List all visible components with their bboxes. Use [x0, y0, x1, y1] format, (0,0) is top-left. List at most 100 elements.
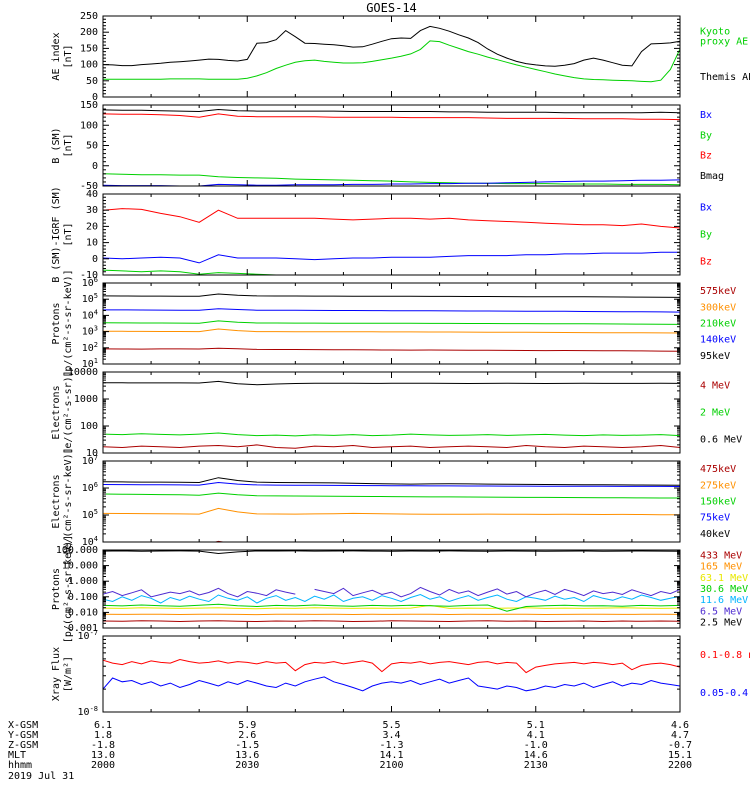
- legend-63-1-mev: 63.1 MeV: [700, 573, 748, 584]
- axis-row-value: 3.4: [382, 730, 400, 741]
- axis-row-value: 1.8: [94, 730, 112, 741]
- series-75kev: [102, 481, 681, 487]
- ytick-label: 105: [82, 508, 98, 521]
- axis-row-value: 2030: [235, 760, 259, 771]
- series-150kev: [102, 492, 680, 499]
- panel-frame: [102, 193, 681, 276]
- y-axis-label: [nT]: [63, 133, 74, 157]
- series-4-mev: [102, 444, 681, 449]
- series-0-6-mev: [102, 380, 681, 386]
- panel-electrons-kev: 104 105 106 107 Electrons [e/(cm²-s-sr-keV)] 4…: [51, 447, 736, 555]
- y-axis-label: [nT]: [63, 222, 74, 246]
- panel-protons-mev: 0.001 0.010 0.100 1.000 10.000 100.000 Protons…: [51, 535, 748, 643]
- axis-row-label-z-gsm: Z-GSM: [8, 740, 38, 751]
- y-axis-label: [nT]: [63, 44, 74, 68]
- ytick-label: 50: [86, 76, 98, 87]
- series-bx-diff: [102, 251, 680, 264]
- chart-title: GOES-14: [366, 1, 417, 15]
- legend-6-5-mev: 6.5 MeV: [700, 606, 742, 617]
- legend-2-mev: 2 MeV: [700, 408, 730, 419]
- y-axis-label: Protons: [51, 302, 62, 344]
- legend-bx: Bx: [700, 110, 712, 121]
- ytick-label: -10: [80, 270, 98, 281]
- ytick-label: 150: [80, 43, 98, 54]
- axis-row-value: 14.6: [524, 750, 548, 761]
- series-300kev: [103, 328, 681, 334]
- ytick-label: 104: [82, 535, 98, 548]
- axis-row-value: 4.1: [527, 730, 545, 741]
- y-axis-label: [p/(cm²-s-sr-keV)]: [63, 269, 74, 377]
- ytick-label: 107: [82, 454, 98, 467]
- series-bz: [102, 113, 681, 121]
- axis-row-value: -1.5: [235, 740, 259, 751]
- legend-0-6-mev: 0.6 MeV: [700, 435, 742, 446]
- legend-4-mev: 4 MeV: [700, 381, 730, 392]
- ytick-label: 0.100: [68, 592, 98, 603]
- legend-210kev: 210keV: [700, 319, 736, 330]
- legend-0-1-0-8-nm: 0.1-0.8 nm: [700, 650, 750, 661]
- y-axis-label: Electrons: [51, 474, 62, 528]
- ytick-label: 150: [80, 100, 98, 111]
- series-themis-ae: [102, 25, 681, 67]
- panel-protons-kev: 101 102 103 104 105 106 Protons [p/(cm²-s-sr-ke…: [51, 269, 736, 377]
- ytick-label: 0.001: [68, 623, 98, 634]
- y-axis-label: B (SM)-IGRF (SM): [51, 186, 62, 282]
- y-axis-label: [e/(cm²-s-sr)]: [63, 370, 74, 454]
- series-kyoto-proxy-ae: [103, 40, 681, 83]
- series-275kev: [102, 507, 681, 516]
- y-axis-label: [W/m²]: [63, 656, 74, 692]
- ytick-label: 40: [86, 189, 98, 200]
- axis-row-value: -0.7: [668, 740, 692, 751]
- axis-row-value: -1.3: [379, 740, 403, 751]
- legend-by: By: [700, 230, 712, 241]
- axis-row-label-hhmm: hhmm: [8, 760, 32, 771]
- ytick-label: 1000: [74, 394, 98, 405]
- series-40kev: [102, 477, 681, 486]
- axis-row-value: 2200: [668, 760, 692, 771]
- panel-b-sm: -50 0 50 100 150 B (SM) [nT] Bx By Bz Bmag: [51, 100, 724, 192]
- ytick-label: 10-7: [78, 629, 98, 642]
- ytick-label: 101: [82, 357, 98, 370]
- legend-165-mev: 165 MeV: [700, 562, 742, 573]
- ytick-label: 100: [80, 60, 98, 71]
- axis-row-value: 2100: [379, 760, 403, 771]
- legend-30-6-mev: 30.6 MeV: [700, 584, 748, 595]
- ytick-label: 10-8: [78, 705, 98, 718]
- ytick-label: 100: [80, 120, 98, 131]
- legend-bx: Bx: [700, 203, 712, 214]
- axis-row-value: 13.0: [91, 750, 115, 761]
- axis-row-value: -1.8: [91, 740, 115, 751]
- ytick-label: 10000: [68, 367, 98, 378]
- legend-kyoto: Kyoto: [700, 26, 730, 37]
- legend-300kev: 300keV: [700, 302, 736, 313]
- ytick-label: 0.010: [68, 607, 98, 618]
- axis-row-value: 5.5: [382, 720, 400, 731]
- ytick-label: 104: [82, 308, 98, 321]
- series-2-mev: [102, 432, 681, 437]
- ytick-label: -50: [80, 181, 98, 192]
- ytick-label: 102: [82, 341, 98, 354]
- ytick-label: 200: [80, 27, 98, 38]
- series-bz-diff: [102, 208, 681, 229]
- ytick-label: 1.000: [68, 576, 98, 587]
- axis-row-label-y-gsm: Y-GSM: [8, 730, 38, 741]
- ytick-label: 0: [92, 254, 98, 265]
- series-575kev: [102, 347, 681, 352]
- ytick-label: 30: [86, 205, 98, 216]
- legend-150kev: 150keV: [700, 497, 736, 508]
- series-0-05-0-4-nm: [102, 676, 681, 692]
- panel-frame: [102, 371, 681, 454]
- legend-475kev: 475keV: [700, 464, 736, 475]
- ytick-label: 103: [82, 325, 98, 338]
- legend-433-mev: 433 MeV: [700, 551, 742, 562]
- ytick-label: 100: [80, 421, 98, 432]
- series-11-6-mev: [102, 593, 681, 604]
- series-0-1-0-8-nm: [102, 658, 681, 674]
- panel-frame: [102, 635, 681, 713]
- axis-row-value: 6.1: [94, 720, 112, 731]
- ytick-label: 0: [92, 161, 98, 172]
- panel-frame: [102, 549, 681, 629]
